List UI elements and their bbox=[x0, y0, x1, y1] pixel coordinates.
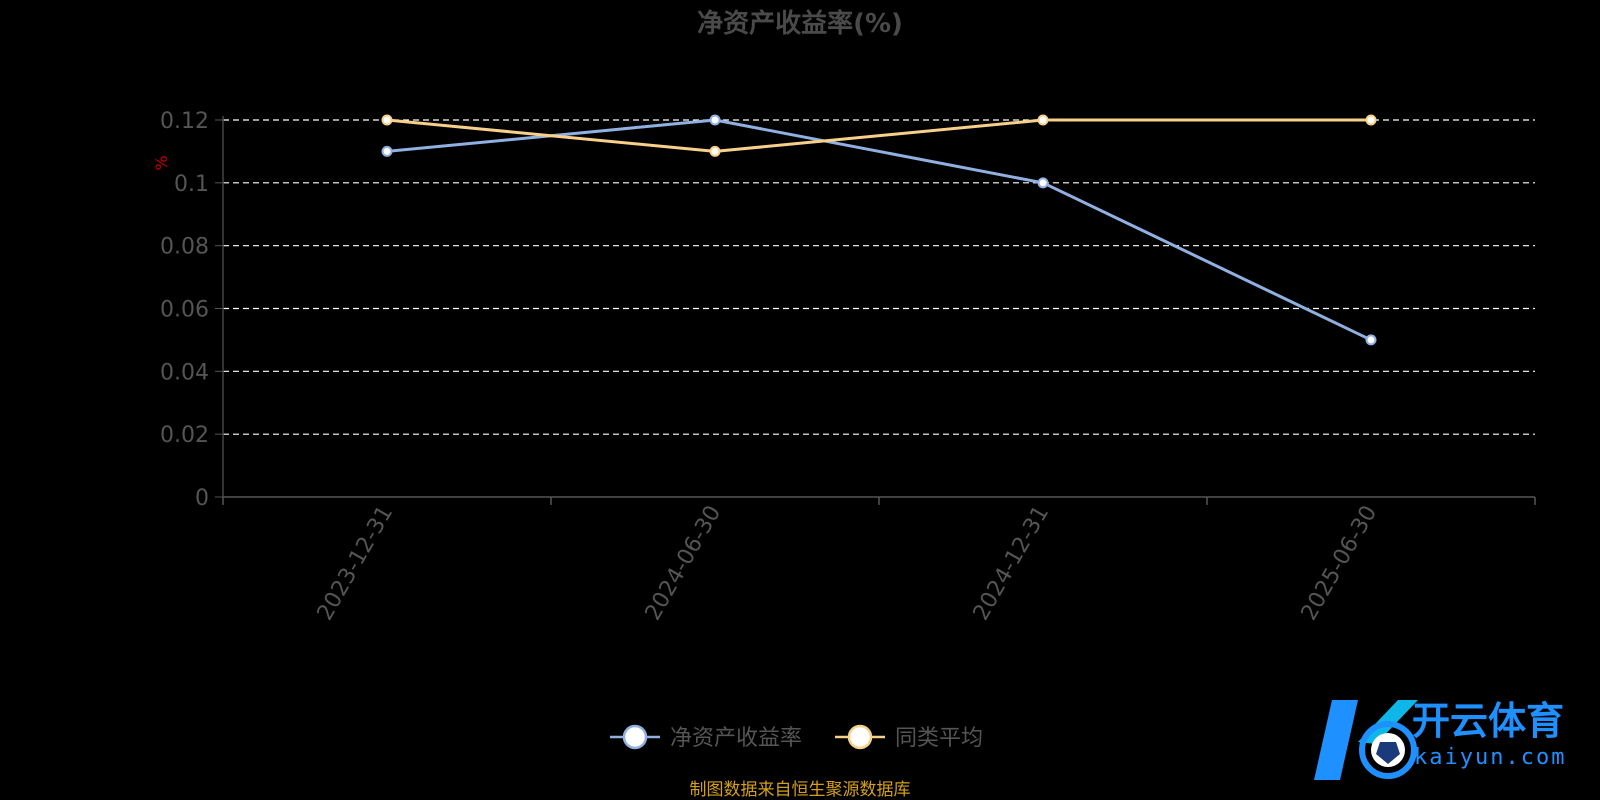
x-tick-label: 2023-12-31 bbox=[313, 502, 399, 625]
x-tick-label: 2024-12-31 bbox=[969, 502, 1055, 625]
source-note: 制图数据来自恒生聚源数据库 bbox=[690, 780, 911, 800]
logo-brand-cn: 开云体育 bbox=[1412, 699, 1564, 743]
logo-k-mark bbox=[1314, 700, 1418, 780]
y-axis-label: % bbox=[152, 155, 171, 170]
logo-brand-en: kaiyun.com bbox=[1414, 745, 1566, 770]
legend-item[interactable]: 同类平均 bbox=[835, 724, 983, 751]
axes: 0 0.02 0.04 0.06 0.08 0.1 0.12 2023-12-31 2024-0… bbox=[160, 109, 1536, 625]
data-point bbox=[381, 114, 393, 126]
kaiyun-logo: 开云体育 kaiyun.com bbox=[1314, 699, 1566, 780]
y-tick-label: 0.06 bbox=[160, 298, 209, 323]
y-tick-label: 0.02 bbox=[160, 423, 209, 448]
data-point bbox=[1365, 334, 1377, 346]
y-tick-label: 0 bbox=[195, 486, 209, 511]
y-tick-label: 0.04 bbox=[160, 360, 209, 385]
series-line bbox=[386, 118, 1371, 153]
legend-item[interactable]: 净资产收益率 bbox=[610, 724, 802, 751]
series-lines bbox=[381, 114, 1377, 346]
legend-swatch-marker bbox=[847, 724, 873, 750]
data-point bbox=[1037, 177, 1049, 189]
grid-lines bbox=[223, 119, 1535, 435]
legend-label: 净资产收益率 bbox=[670, 726, 802, 751]
data-point bbox=[1365, 114, 1377, 126]
legend-swatch-marker bbox=[622, 724, 648, 750]
chart-title: 净资产收益率(%) bbox=[697, 8, 903, 39]
series-line bbox=[386, 118, 1372, 342]
y-tick-label: 0.1 bbox=[174, 172, 209, 197]
legend[interactable]: 净资产收益率 同类平均 bbox=[610, 724, 983, 751]
data-point bbox=[709, 114, 721, 126]
y-tick-label: 0.12 bbox=[160, 109, 209, 134]
y-tick-label: 0.08 bbox=[160, 235, 209, 260]
data-point bbox=[381, 145, 393, 157]
legend-label: 同类平均 bbox=[895, 726, 983, 751]
x-tick-label: 2024-06-30 bbox=[641, 502, 727, 625]
data-point bbox=[709, 145, 721, 157]
x-tick-label: 2025-06-30 bbox=[1297, 502, 1383, 625]
data-point bbox=[1037, 114, 1049, 126]
